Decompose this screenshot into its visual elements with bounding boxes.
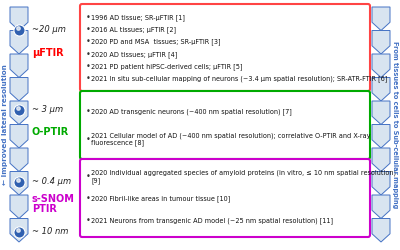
Text: 2020 Individual aggregated species of amyloid proteins (in vitro, ≤ 10 nm spatia: 2020 Individual aggregated species of am… bbox=[91, 170, 396, 184]
Text: •: • bbox=[86, 37, 91, 46]
Polygon shape bbox=[10, 78, 28, 101]
Text: 2020 AD tissues; μFTIR [4]: 2020 AD tissues; μFTIR [4] bbox=[91, 51, 177, 58]
Text: •: • bbox=[86, 216, 91, 225]
Text: s-SNOM
PTIR: s-SNOM PTIR bbox=[32, 194, 75, 214]
Text: ← Improved lateral resolution: ← Improved lateral resolution bbox=[2, 64, 8, 186]
Text: ~20 μm: ~20 μm bbox=[32, 26, 66, 35]
Polygon shape bbox=[372, 30, 390, 54]
Polygon shape bbox=[10, 124, 28, 148]
Text: •: • bbox=[86, 107, 91, 116]
Text: •: • bbox=[86, 74, 91, 83]
Polygon shape bbox=[10, 218, 28, 242]
Text: 2020 Fibril-like areas in tumour tissue [10]: 2020 Fibril-like areas in tumour tissue … bbox=[91, 195, 230, 202]
Polygon shape bbox=[372, 195, 390, 218]
Text: μFTIR: μFTIR bbox=[32, 48, 64, 58]
Polygon shape bbox=[10, 172, 28, 195]
Text: O-PTIR: O-PTIR bbox=[32, 127, 69, 137]
Text: 2021 PD patient hiPSC-derived cells; μFTIR [5]: 2021 PD patient hiPSC-derived cells; μFT… bbox=[91, 63, 242, 70]
FancyBboxPatch shape bbox=[80, 159, 370, 237]
Text: 2021 Cellular model of AD (~400 nm spatial resolution); correlative O-PTIR and X: 2021 Cellular model of AD (~400 nm spati… bbox=[91, 132, 370, 146]
Text: ~ 10 nm: ~ 10 nm bbox=[32, 228, 68, 236]
Text: 2016 AL tissues; μFTIR [2]: 2016 AL tissues; μFTIR [2] bbox=[91, 26, 176, 33]
Text: From tissues to cells to Sub-cellular mapping: From tissues to cells to Sub-cellular ma… bbox=[392, 41, 398, 208]
Text: •: • bbox=[86, 50, 91, 59]
Text: •: • bbox=[86, 172, 91, 181]
Polygon shape bbox=[10, 54, 28, 78]
FancyBboxPatch shape bbox=[80, 4, 370, 91]
Text: •: • bbox=[86, 62, 91, 71]
Polygon shape bbox=[372, 78, 390, 101]
Polygon shape bbox=[10, 7, 28, 30]
Polygon shape bbox=[372, 54, 390, 78]
Polygon shape bbox=[372, 7, 390, 30]
Text: 2021 In situ sub-cellular mapping of neurons (~3.4 μm spatial resolution); SR-AT: 2021 In situ sub-cellular mapping of neu… bbox=[91, 76, 387, 82]
Text: •: • bbox=[86, 25, 91, 34]
Text: ~ 0.4 μm: ~ 0.4 μm bbox=[32, 178, 71, 186]
Polygon shape bbox=[10, 148, 28, 172]
Polygon shape bbox=[372, 124, 390, 148]
FancyBboxPatch shape bbox=[80, 91, 370, 159]
Text: ~ 3 μm: ~ 3 μm bbox=[32, 106, 63, 114]
Polygon shape bbox=[372, 218, 390, 242]
Text: 2020 PD and MSA  tissues; SR-μFTIR [3]: 2020 PD and MSA tissues; SR-μFTIR [3] bbox=[91, 38, 220, 45]
Polygon shape bbox=[10, 195, 28, 218]
Polygon shape bbox=[372, 101, 390, 124]
Text: 1996 AD tissue; SR-μFTIR [1]: 1996 AD tissue; SR-μFTIR [1] bbox=[91, 14, 185, 20]
Polygon shape bbox=[372, 148, 390, 172]
Polygon shape bbox=[372, 172, 390, 195]
Polygon shape bbox=[10, 101, 28, 124]
Text: 2020 AD transgenic neurons (~400 nm spatial resolution) [7]: 2020 AD transgenic neurons (~400 nm spat… bbox=[91, 108, 292, 115]
Text: •: • bbox=[86, 194, 91, 203]
Text: •: • bbox=[86, 13, 91, 22]
Text: •: • bbox=[86, 135, 91, 144]
Text: 2021 Neurons from transgenic AD model (~25 nm spatial resolution) [11]: 2021 Neurons from transgenic AD model (~… bbox=[91, 217, 333, 224]
Polygon shape bbox=[10, 30, 28, 54]
